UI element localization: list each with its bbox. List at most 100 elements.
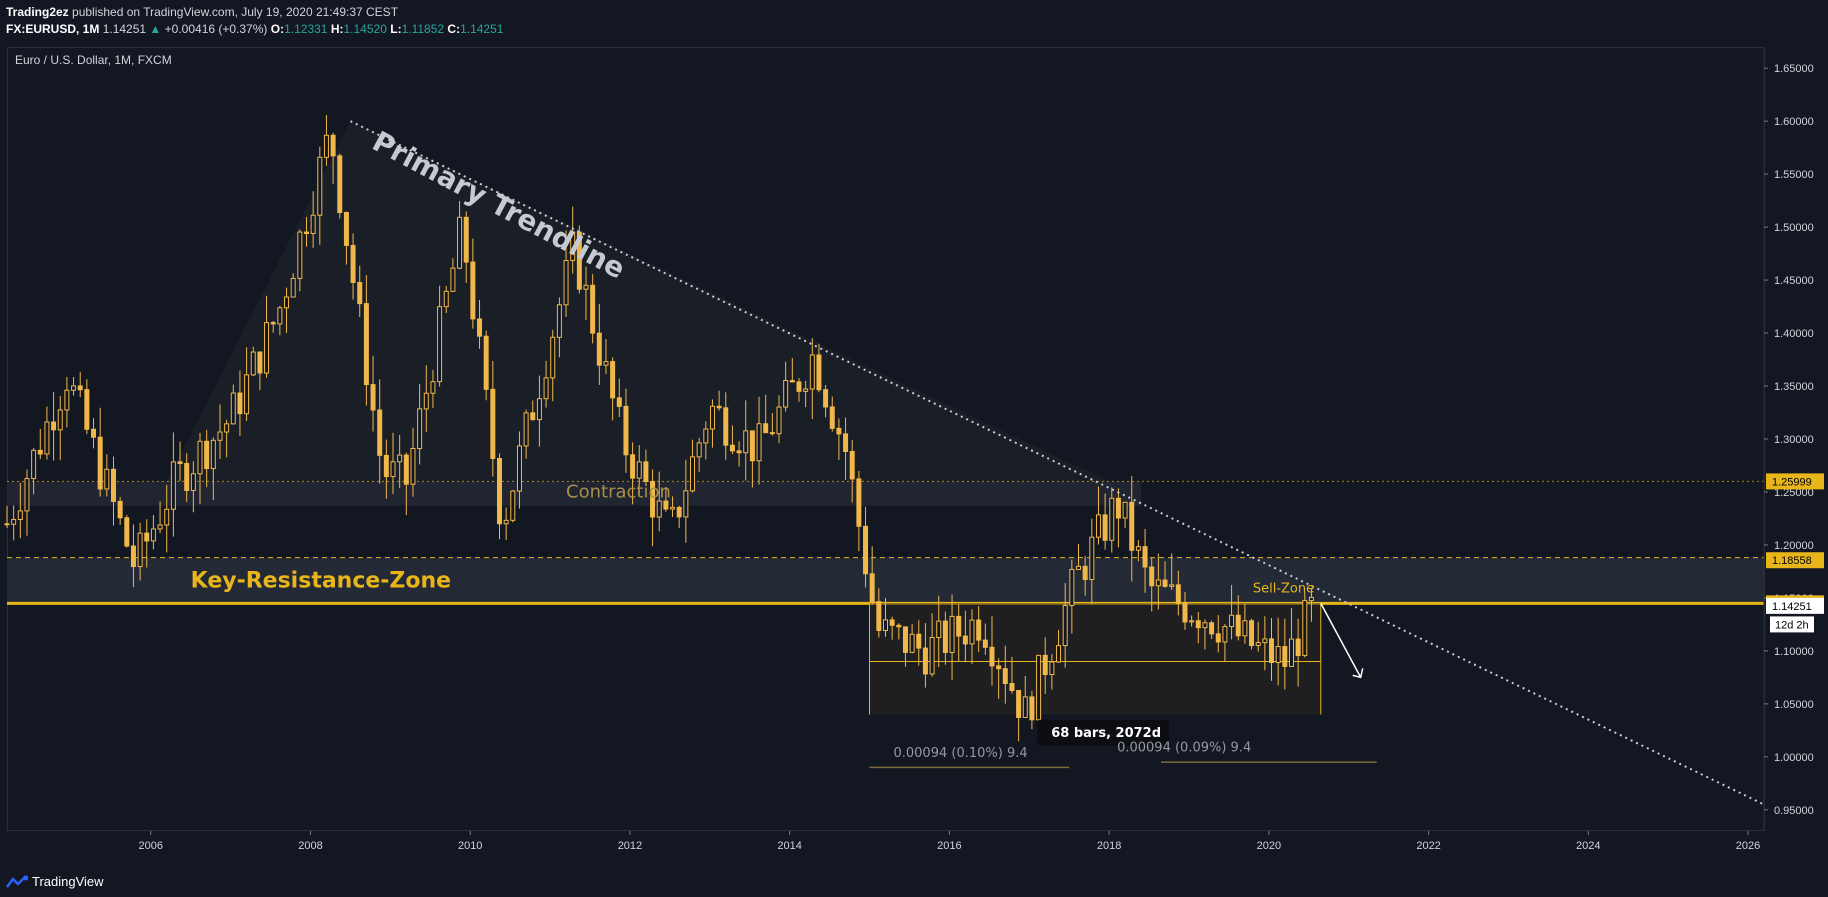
y-tick-label: 1.20000: [1774, 540, 1814, 552]
candle-body: [1189, 620, 1195, 623]
candle-body: [1129, 501, 1135, 551]
candle-body: [610, 361, 616, 399]
candle-body: [1308, 596, 1314, 602]
candle-body: [137, 532, 143, 568]
candle-body: [956, 615, 962, 637]
candle-body: [490, 388, 496, 459]
candle-body: [117, 500, 123, 519]
y-tick-label: 1.60000: [1774, 116, 1814, 128]
candle-body: [290, 277, 296, 298]
y-tick-label: 1.45000: [1774, 275, 1814, 287]
y-tick-label: 1.50000: [1774, 222, 1814, 234]
candle-body: [843, 433, 849, 452]
candle-body: [989, 646, 995, 667]
candle-body: [676, 506, 682, 518]
candle-body: [1229, 614, 1235, 628]
down-arrow-line: [1320, 602, 1362, 678]
candle-body: [463, 216, 469, 263]
candle-body: [150, 528, 156, 542]
candle-body: [576, 231, 582, 290]
candle-body: [1082, 565, 1088, 581]
candle-body: [1275, 646, 1281, 664]
y-tick-label: 1.25000: [1774, 487, 1814, 499]
candle-body: [1076, 565, 1082, 570]
candle-body: [536, 398, 542, 421]
candle-body: [1042, 654, 1048, 676]
candle-body: [863, 525, 869, 575]
candle-body: [1202, 622, 1208, 629]
candle-body: [184, 463, 190, 491]
y-tick-label: 1.55000: [1774, 169, 1814, 181]
candle-body: [949, 615, 955, 653]
candle-body: [1242, 620, 1248, 637]
x-tick-label: 2022: [1416, 840, 1440, 852]
up-arrow-icon: ▲: [149, 22, 162, 36]
candle-body: [630, 454, 636, 479]
x-tick-label: 2018: [1097, 840, 1121, 852]
candle-body: [803, 388, 809, 392]
candle-body: [1295, 638, 1301, 657]
contraction-label: Contraction: [566, 481, 671, 502]
y-tick-label: 1.00000: [1774, 752, 1814, 764]
price-label-box: [1766, 473, 1824, 490]
close-value: 1.14251: [460, 22, 504, 36]
candle-body: [809, 354, 815, 390]
candle-body: [403, 454, 409, 485]
candle-body: [723, 407, 729, 446]
candle-body: [383, 454, 389, 478]
candle-body: [636, 461, 642, 479]
candle-body: [397, 454, 403, 463]
x-tick-label: 2024: [1576, 840, 1600, 852]
candle-body: [743, 430, 749, 454]
tradingview-icon: [6, 874, 28, 888]
x-tick-label: 2010: [458, 840, 482, 852]
contraction-shading: [7, 121, 1110, 482]
candle-body: [729, 444, 735, 452]
candle-body: [556, 304, 562, 338]
primary-trendline: [349, 120, 1765, 806]
candle-body: [1215, 633, 1221, 643]
candle-body: [37, 449, 43, 455]
candle-body: [257, 351, 263, 374]
open-value: 1.12331: [284, 22, 328, 36]
candle-body: [563, 259, 569, 306]
candle-body: [896, 624, 902, 628]
candle-body: [929, 637, 935, 675]
publish-info: Trading2ez published on TradingView.com,…: [6, 5, 398, 19]
candle-body: [816, 354, 822, 391]
tradingview-logo[interactable]: TradingView: [6, 874, 104, 889]
candle-body: [270, 322, 276, 325]
x-tick-label: 2014: [777, 840, 801, 852]
published-text: published on TradingView.com, July 19, 2…: [72, 5, 399, 19]
y-tick-label: 1.05000: [1774, 699, 1814, 711]
candle-body: [1302, 600, 1308, 657]
candle-body: [849, 450, 855, 480]
candle-body: [197, 440, 203, 475]
candle-body: [124, 517, 130, 547]
range-right-label: 0.00094 (0.09%) 9.4: [1117, 741, 1251, 756]
candle-body: [1155, 579, 1161, 587]
candle-body: [942, 620, 948, 653]
candle-body: [909, 633, 915, 653]
candle-body: [1062, 604, 1068, 647]
candle-body: [210, 439, 216, 470]
candle-body: [603, 361, 609, 366]
candle-body: [237, 392, 243, 415]
candle-body: [390, 461, 396, 478]
candle-body: [876, 601, 882, 631]
sell-zone-label: Sell-Zone: [1253, 582, 1314, 597]
candle-body: [763, 423, 769, 434]
x-tick-label: 2016: [937, 840, 961, 852]
countdown-label: 12d 2h: [1775, 619, 1809, 631]
candle-body: [44, 421, 50, 455]
close-label: C:: [447, 22, 461, 36]
candle-body: [97, 436, 103, 490]
candle-body: [423, 392, 429, 410]
candle-body: [1262, 638, 1268, 644]
candle-body: [1029, 696, 1035, 721]
candle-body: [663, 500, 669, 510]
last-price: 1.14251: [102, 22, 147, 36]
candle-body: [144, 532, 150, 542]
candle-body: [1016, 690, 1022, 718]
